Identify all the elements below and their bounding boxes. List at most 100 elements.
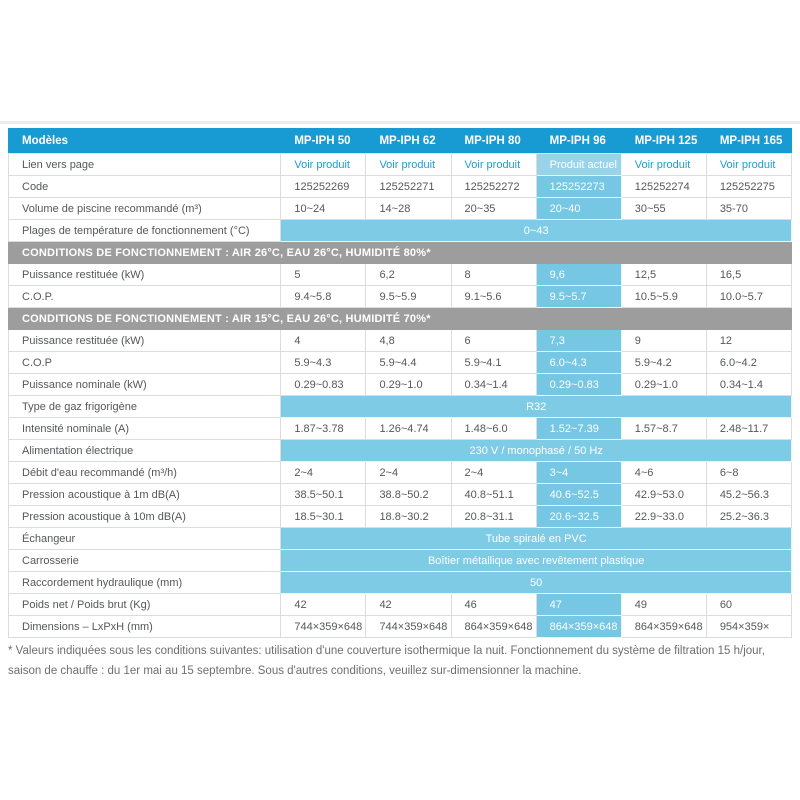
cell: 14~28 bbox=[365, 197, 452, 220]
cell: 12 bbox=[705, 329, 793, 352]
cell: 864×359×648 bbox=[620, 615, 707, 638]
cell: 30~55 bbox=[620, 197, 707, 220]
cell: 38.5~50.1 bbox=[280, 483, 367, 506]
cell: 125252269 bbox=[280, 175, 367, 198]
row-label: Type de gaz frigorigène bbox=[7, 395, 282, 418]
cell: 4~6 bbox=[620, 461, 707, 484]
models-header-label: Modèles bbox=[7, 128, 282, 154]
cell: 18.8~30.2 bbox=[365, 505, 452, 528]
table-row: Intensité nominale (A) 1.87~3.78 1.26~4.74… bbox=[7, 417, 793, 440]
shared-value-cell: 0~43 bbox=[280, 219, 792, 242]
table-row: Type de gaz frigorigène R32 bbox=[7, 395, 792, 418]
cell: 5.9~4.4 bbox=[365, 351, 452, 374]
cell: 20~35 bbox=[450, 197, 537, 220]
link-voir-produit[interactable]: Voir produit bbox=[620, 153, 707, 176]
cell: 6,2 bbox=[365, 263, 452, 286]
cell: 42 bbox=[365, 593, 452, 616]
row-label: Pression acoustique à 1m dB(A) bbox=[7, 483, 282, 506]
row-label: Raccordement hydraulique (mm) bbox=[7, 571, 282, 594]
section-row: CONDITIONS DE FONCTIONNEMENT : AIR 15°C,… bbox=[8, 307, 792, 330]
cell: 60 bbox=[705, 593, 793, 616]
cell: 42 bbox=[280, 593, 367, 616]
cell: 125252272 bbox=[450, 175, 537, 198]
table-row: Alimentation électrique 230 V / monophasé… bbox=[7, 439, 792, 462]
footnote: * Valeurs indiquées sous les conditions … bbox=[8, 645, 765, 677]
table-row: Puissance nominale (kW) 0.29~0.83 0.29~1.0… bbox=[7, 373, 793, 396]
cell: 0.34~1.4 bbox=[450, 373, 537, 396]
cell: 2~4 bbox=[450, 461, 537, 484]
column-header-model: MP-IPH 96 bbox=[535, 128, 622, 154]
column-header-model: MP-IPH 50 bbox=[280, 128, 367, 154]
cell: 5.9~4.3 bbox=[280, 351, 367, 374]
row-label: Puissance restituée (kW) bbox=[7, 263, 282, 286]
row-label: C.O.P bbox=[7, 351, 282, 374]
table-row: Pression acoustique à 1m dB(A) 38.5~50.1 3… bbox=[7, 483, 793, 506]
link-voir-produit[interactable]: Voir produit bbox=[365, 153, 452, 176]
cell: 864×359×648 bbox=[450, 615, 537, 638]
cell: 46 bbox=[450, 593, 537, 616]
produit-actuel-badge: Produit actuel bbox=[535, 153, 622, 176]
column-header-model: MP-IPH 62 bbox=[365, 128, 452, 154]
cell: 0.29~0.83 bbox=[280, 373, 367, 396]
table-row: Volume de piscine recommandé (m³) 10~24 14… bbox=[7, 197, 793, 220]
spec-table: Modèles MP-IPH 50 MP-IPH 62 MP-IPH 80 MP-IPH… bbox=[7, 128, 793, 638]
cell: 18.5~30.1 bbox=[280, 505, 367, 528]
cell: 1.57~8.7 bbox=[620, 417, 707, 440]
cell: 6.0~4.2 bbox=[705, 351, 793, 374]
cell: 20.6~32.5 bbox=[535, 505, 622, 528]
table-row: Plages de température de fonctionnement … bbox=[7, 219, 792, 242]
row-label: Carrosserie bbox=[7, 549, 282, 572]
cell: 7,3 bbox=[535, 329, 622, 352]
cell: 1.52~7.39 bbox=[535, 417, 622, 440]
table-row: Puissance restituée (kW) 5 6,2 8 9,6 12,5 16,5 bbox=[7, 263, 793, 286]
table-row: Lien vers page Voir produit Voir produit Vo… bbox=[7, 153, 793, 176]
cell: 125252274 bbox=[620, 175, 707, 198]
cell: 8 bbox=[450, 263, 537, 286]
row-label: Lien vers page bbox=[7, 153, 282, 176]
shared-value-cell: 50 bbox=[280, 571, 792, 594]
cell: 2.48~11.7 bbox=[705, 417, 793, 440]
cell: 125252275 bbox=[705, 175, 793, 198]
row-label: C.O.P. bbox=[7, 285, 282, 308]
cell: 2~4 bbox=[365, 461, 452, 484]
table-row: Échangeur Tube spiralé en PVC bbox=[7, 527, 792, 550]
link-voir-produit[interactable]: Voir produit bbox=[450, 153, 537, 176]
cell: 16,5 bbox=[705, 263, 793, 286]
cell: 42.9~53.0 bbox=[620, 483, 707, 506]
link-voir-produit[interactable]: Voir produit bbox=[280, 153, 367, 176]
cell: 6.0~4.3 bbox=[535, 351, 622, 374]
row-label: Alimentation électrique bbox=[7, 439, 282, 462]
cell: 9 bbox=[620, 329, 707, 352]
cell: 35-70 bbox=[705, 197, 793, 220]
section-header: CONDITIONS DE FONCTIONNEMENT : AIR 15°C,… bbox=[8, 307, 792, 330]
shared-value-cell: 230 V / monophasé / 50 Hz bbox=[280, 439, 792, 462]
row-label: Plages de température de fonctionnement … bbox=[7, 219, 282, 242]
cell: 9.5~5.9 bbox=[365, 285, 452, 308]
column-header-model: MP-IPH 80 bbox=[450, 128, 537, 154]
cell: 47 bbox=[535, 593, 622, 616]
cell: 4,8 bbox=[365, 329, 452, 352]
link-voir-produit[interactable]: Voir produit bbox=[705, 153, 793, 176]
cell: 864×359×648 bbox=[535, 615, 622, 638]
cell: 10.0~5.7 bbox=[705, 285, 793, 308]
shared-value-cell: Tube spiralé en PVC bbox=[280, 527, 792, 550]
cell: 954×359× bbox=[705, 615, 793, 638]
row-label: Débit d'eau recommandé (m³/h) bbox=[7, 461, 282, 484]
row-label: Volume de piscine recommandé (m³) bbox=[7, 197, 282, 220]
cell: 0.29~1.0 bbox=[365, 373, 452, 396]
row-label: Intensité nominale (A) bbox=[7, 417, 282, 440]
cell: 0.34~1.4 bbox=[705, 373, 793, 396]
row-label: Poids net / Poids brut (Kg) bbox=[7, 593, 282, 616]
cell: 20~40 bbox=[535, 197, 622, 220]
cell: 5.9~4.2 bbox=[620, 351, 707, 374]
cell: 10~24 bbox=[280, 197, 367, 220]
row-label: Puissance nominale (kW) bbox=[7, 373, 282, 396]
cell: 744×359×648 bbox=[365, 615, 452, 638]
row-label: Pression acoustique à 10m dB(A) bbox=[7, 505, 282, 528]
cell: 125252273 bbox=[535, 175, 622, 198]
shared-value-cell: Boîtier métallique avec revêtement plast… bbox=[280, 549, 792, 572]
shared-value-cell: R32 bbox=[280, 395, 792, 418]
table-row: Poids net / Poids brut (Kg) 42 42 46 47 49 60 bbox=[7, 593, 793, 616]
table-row: Débit d'eau recommandé (m³/h) 2~4 2~4 2~4 3~… bbox=[7, 461, 793, 484]
